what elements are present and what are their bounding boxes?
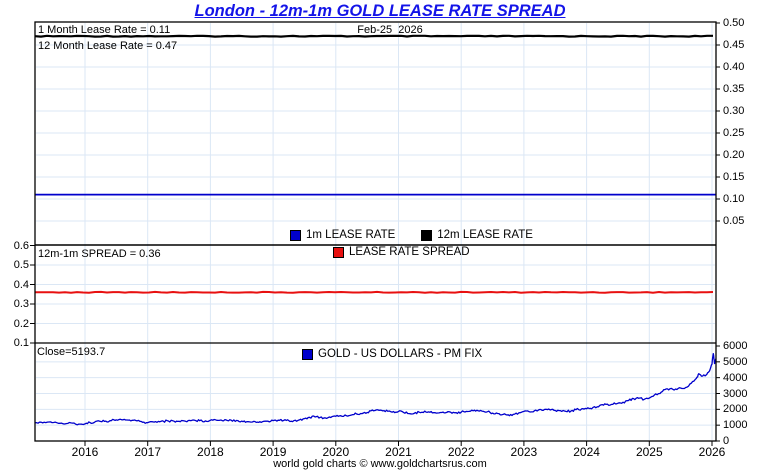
y-tick-label-lease: 0.50 [723,17,745,29]
legend-gold: GOLD - US DOLLARS - PM FIX [302,348,482,360]
y-tick-label-spread: 0.6 [13,239,29,252]
y-tick-label-lease: 0.40 [723,61,745,73]
y-tick-label-lease: 0.20 [723,149,745,161]
x-tick-label-year: 2024 [573,445,600,459]
label-12m-lease-rate: 12 Month Lease Rate = 0.47 [38,40,178,52]
y-tick-label-lease: 0.10 [723,193,745,205]
y-tick-label-lease: 0.30 [723,105,745,117]
y-tick-label-spread: 0.4 [13,278,29,291]
x-tick-label-year: 2016 [71,445,99,459]
x-tick-label-year: 2026 [698,445,726,459]
y-tick-label-spread: 0.5 [13,259,29,271]
legend-swatch-gold-icon [302,348,313,360]
legend-swatch-12m-icon [421,229,433,241]
plot-border [34,21,717,442]
legend-swatch-spread-icon [333,246,344,258]
y-tick-label-spread: 0.3 [13,298,29,310]
x-tick-label-year: 2021 [385,445,412,459]
legend-lease-rates: 1m LEASE RATE 12m LEASE RATE [290,229,533,241]
line-lease-rate-spread [35,290,714,294]
legend-label-12m: 12m LEASE RATE [437,229,533,241]
y-tick-label-spread: 0.1 [13,337,29,349]
y-tick-label-gold: 0 [723,435,730,447]
x-tick-label-year: 2025 [635,445,663,459]
label-1m-lease-rate: 1 Month Lease Rate = 0.11 [38,24,171,36]
x-tick-label-year: 2020 [322,445,350,459]
y-tick-label-lease: 0.35 [723,83,745,95]
legend-label-gold: GOLD - US DOLLARS - PM FIX [318,348,483,360]
line-gold-price [34,352,717,426]
date-label: Feb-25 2026 [357,24,423,36]
x-tick-label-year: 2017 [134,445,162,459]
legend-swatch-1m-icon [290,229,301,241]
x-tick-label-year: 2018 [197,445,224,459]
line-12m-lease-rate [34,34,713,38]
label-spread: 12m-1m SPREAD = 0.36 [38,248,161,260]
legend-label-spread: LEASE RATE SPREAD [349,246,470,258]
y-tick-label-lease: 0.45 [723,39,745,51]
y-tick-label-lease: 0.15 [723,171,745,183]
y-tick-label-gold: 3000 [723,387,748,400]
x-tick-label-year: 2019 [259,445,287,459]
y-tick-label-lease: 0.05 [723,215,745,227]
footer-credit: world gold charts © www.goldchartsrus.co… [273,458,487,470]
chart-title: London - 12m-1m GOLD LEASE RATE SPREAD [194,2,566,20]
y-tick-label-gold: 1000 [723,419,748,432]
y-tick-label-gold: 4000 [723,371,748,384]
legend-spread: LEASE RATE SPREAD [333,246,470,258]
x-tick-label-year: 2022 [447,445,475,459]
legend-label-1m: 1m LEASE RATE [306,229,396,241]
x-tick-label-year: 2023 [510,445,538,459]
y-tick-label-lease: 0.25 [723,127,745,139]
label-close: Close=5193.7 [37,346,106,358]
y-tick-label-spread: 0.2 [13,317,29,330]
y-tick-label-gold: 6000 [723,340,748,352]
y-tick-label-gold: 2000 [723,403,748,416]
y-tick-label-gold: 5000 [723,355,748,368]
